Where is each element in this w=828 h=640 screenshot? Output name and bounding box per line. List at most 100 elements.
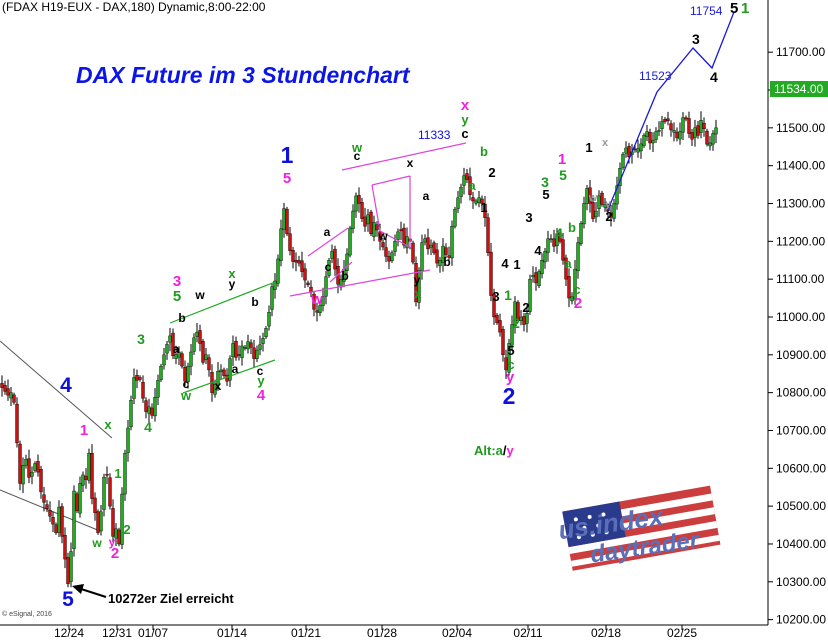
candle-body [72, 490, 76, 549]
candle-body [243, 347, 247, 349]
wave-label: w [588, 192, 598, 204]
candle-body [402, 227, 406, 246]
wave-label: c [461, 126, 468, 141]
candle-body [384, 247, 388, 257]
candle-body [204, 354, 208, 360]
us-index-daytrader-logo: us.index daytrader [552, 478, 730, 574]
sub-channel-b [329, 261, 353, 283]
y-tick-label: 11500.00 [776, 121, 825, 135]
wave-label: 2 [123, 522, 130, 537]
candle-body [270, 286, 274, 310]
candle-body [45, 504, 49, 509]
candle-body [381, 242, 385, 248]
candle-body [540, 260, 544, 275]
candle-body [144, 400, 148, 412]
arrow-line [77, 587, 107, 598]
wave-label: 3 [137, 331, 145, 347]
candle-body [564, 257, 568, 280]
candle-body [117, 529, 121, 545]
candle-body [459, 186, 463, 197]
candle-body [123, 452, 127, 495]
candle-body [27, 458, 31, 478]
projection-line [606, 11, 735, 213]
candle-body [48, 510, 52, 517]
candle-body [201, 341, 205, 363]
candle-body [531, 275, 535, 278]
candle-body [327, 260, 331, 276]
candle-body [399, 229, 403, 232]
wave-label: 4 [60, 374, 72, 397]
candle-body [246, 341, 250, 350]
candle-body [600, 192, 604, 205]
candle-body [471, 197, 475, 202]
wave-label: 2 [522, 300, 529, 315]
wave-label: 3 [525, 210, 532, 225]
candle-body [0, 383, 4, 388]
candle-body [285, 208, 289, 234]
x-tick-label: 12/31 [102, 626, 132, 640]
candle-body [366, 214, 370, 225]
candle-body [393, 241, 397, 252]
candle-body [516, 302, 520, 321]
wave-label: 1 [513, 257, 520, 272]
candle-body [372, 222, 376, 237]
candle-body [150, 407, 154, 416]
flag-icon [562, 485, 721, 571]
candle-body [162, 354, 166, 366]
copyright: © eSignal, 2016 [2, 610, 52, 618]
candle-body [579, 223, 583, 244]
candle-body [642, 135, 646, 146]
candle-body [567, 276, 571, 299]
candle-body [240, 345, 244, 358]
candle-body [300, 260, 304, 272]
candle-body [480, 198, 484, 204]
candle-body [168, 335, 172, 343]
proj-wave-4: 4 [710, 69, 718, 85]
wave-label: x [414, 286, 422, 301]
wave-label: 5 [507, 343, 514, 358]
candle-body [120, 493, 124, 545]
candle-body [126, 427, 130, 453]
candle-body [378, 231, 382, 242]
candle-body [645, 131, 649, 137]
candle-body [129, 400, 133, 428]
candle-body [198, 330, 202, 344]
price-tag-text: 11534.00 [774, 82, 823, 96]
wave-label: a [173, 342, 180, 356]
candle-body [207, 357, 211, 371]
candle-body [348, 227, 352, 256]
sub-channel-e [371, 184, 381, 232]
candle-body [633, 148, 637, 151]
candle-body [432, 242, 436, 253]
y-tick-label: 11700.00 [776, 45, 825, 59]
wave-label: 1 [114, 466, 121, 481]
y-tick-label: 10200.00 [776, 613, 826, 627]
candle-body [138, 377, 142, 380]
candle-body [231, 343, 235, 358]
wave-label: b [178, 311, 185, 325]
wave-label: w [377, 229, 388, 243]
candle-body [135, 375, 139, 381]
candle-body [558, 232, 562, 242]
candle-body [3, 385, 7, 392]
wave-label: w [194, 288, 205, 302]
sub-channel-d [379, 230, 411, 248]
candle-body [411, 242, 415, 263]
candle-body [81, 474, 85, 486]
chart-title: DAX Future im 3 Stundenchart [76, 62, 410, 88]
wave-label: b [568, 220, 576, 235]
candle-body [369, 211, 373, 234]
wave-label: 2 [503, 383, 516, 409]
candle-body [654, 131, 658, 140]
projection-path: 11523 11754 3 4 5 1 [606, 0, 749, 213]
candle-body [102, 476, 106, 510]
alt-y: y [507, 443, 515, 458]
candle-body [12, 394, 16, 403]
x-tick-label: 02/18 [591, 626, 621, 640]
candle-body [420, 242, 424, 271]
candle-body [474, 200, 478, 204]
alt-label: Alt:a/y [474, 443, 515, 458]
candle-body [219, 369, 223, 372]
label-11333: 11333 [418, 128, 451, 142]
candle-body [39, 469, 43, 493]
